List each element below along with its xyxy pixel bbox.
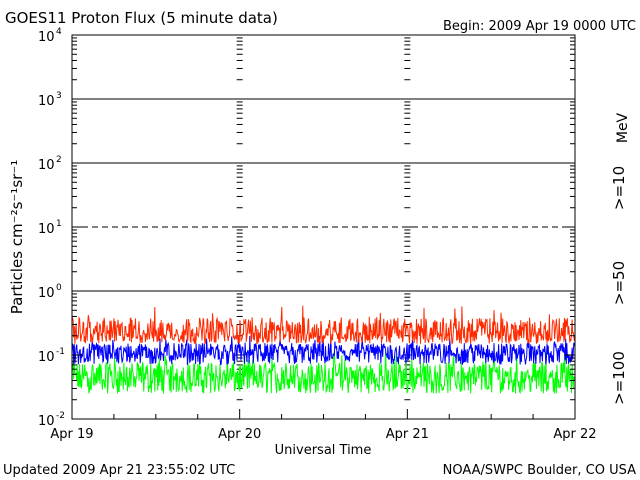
y-tick-exponent: 0 [56, 283, 62, 293]
y-tick-base: 10 [38, 414, 55, 429]
begin-label: Begin: 2009 Apr 19 0000 UTC [443, 19, 636, 34]
y-tick-base: 10 [38, 350, 55, 365]
y-tick-base: 10 [38, 286, 55, 301]
y-tick-label: 10 -1 [38, 347, 65, 365]
y-tick-label: 10 2 [38, 155, 62, 173]
data-lines [71, 305, 576, 395]
y-tick-exponent: -1 [56, 347, 65, 357]
y-tick-exponent: 1 [56, 219, 62, 229]
unit-label: MeV [615, 112, 631, 143]
legend-label-50: >=50 [610, 261, 628, 305]
x-tick-label: Apr 19 [50, 427, 93, 442]
chart-title: GOES11 Proton Flux (5 minute data) [5, 9, 278, 27]
series-line-2 [71, 350, 576, 395]
y-tick-exponent: 4 [56, 27, 62, 37]
x-tick-label: Apr 20 [218, 427, 261, 442]
y-tick-exponent: -2 [56, 411, 65, 421]
y-tick-label: 10 -2 [38, 411, 65, 429]
y-tick-base: 10 [38, 30, 55, 45]
y-tick-exponent: 2 [56, 155, 62, 165]
series-line-0 [71, 305, 576, 345]
x-axis-ticks: Apr 19 Apr 20 Apr 21 Apr 22 [50, 409, 597, 442]
footer-updated: Updated 2009 Apr 21 23:55:02 UTC [3, 463, 235, 478]
legend-label-10: >=10 [610, 166, 628, 210]
y-tick-base: 10 [38, 94, 55, 109]
y-tick-label: 10 3 [38, 91, 62, 109]
y-tick-base: 10 [38, 222, 55, 237]
y-tick-exponent: 3 [56, 91, 62, 101]
x-tick-label: Apr 22 [553, 427, 596, 442]
y-tick-label: 10 4 [38, 27, 62, 45]
y-tick-label: 10 0 [38, 283, 62, 301]
footer-source: NOAA/SWPC Boulder, CO USA [443, 463, 636, 478]
x-tick-label: Apr 21 [386, 427, 429, 442]
y-axis-label: Particles cm⁻²s⁻¹sr⁻¹ [8, 160, 26, 314]
y-tick-label: 10 1 [38, 219, 62, 237]
y-tick-base: 10 [38, 158, 55, 173]
x-axis-label: Universal Time [275, 443, 372, 458]
legend-label-100: >=100 [610, 351, 628, 405]
series-line-1 [71, 335, 576, 366]
